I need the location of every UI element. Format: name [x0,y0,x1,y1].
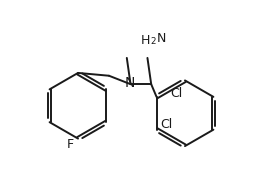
Text: Cl: Cl [160,118,173,131]
Text: N: N [125,76,135,90]
Text: F: F [67,138,74,151]
Text: H: H [140,34,150,47]
Text: Cl: Cl [170,87,182,100]
Text: $_2$N: $_2$N [150,32,166,47]
